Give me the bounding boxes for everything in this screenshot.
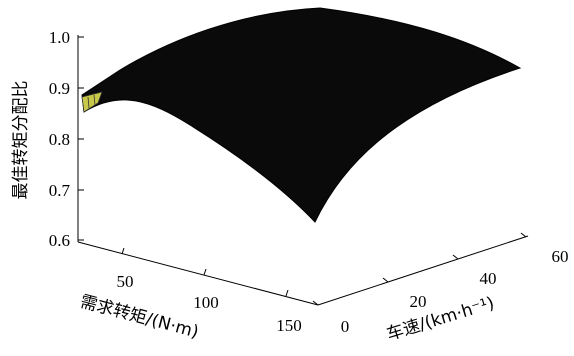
z-tick-label: 0.9 (49, 79, 70, 98)
y-tick-label: 40 (480, 269, 497, 288)
z-tick-label: 0.7 (49, 181, 71, 200)
y-tick-label: 60 (552, 247, 569, 266)
x-axis-ticks (121, 247, 289, 297)
z-axis-title: 最佳转矩分配比 (11, 81, 31, 200)
z-tick-label: 1.0 (49, 28, 70, 47)
z-tick-label: 0.6 (49, 231, 70, 250)
surface-mesh (81, 7, 522, 223)
surface-edge-line-1 (87, 96, 90, 109)
y-axis-title: 车速/(km·h⁻¹) (384, 293, 496, 345)
surface-edge-highlight (81, 91, 103, 113)
y-axis-line (317, 235, 529, 306)
x-tick-label: 150 (276, 316, 302, 335)
x-axis-line (77, 241, 319, 306)
z-axis-ticks (78, 36, 84, 241)
surface-edge-line-2 (93, 94, 96, 106)
x-tick-label: 50 (117, 272, 134, 291)
y-tick-label: 20 (410, 292, 427, 311)
y-tick-label: 0 (341, 317, 350, 336)
z-tick-label: 0.8 (49, 130, 70, 149)
x-axis-title: 需求转矩/(N·m) (78, 292, 201, 343)
y-axis-ticks (312, 232, 527, 306)
x-tick-label: 100 (193, 293, 219, 312)
